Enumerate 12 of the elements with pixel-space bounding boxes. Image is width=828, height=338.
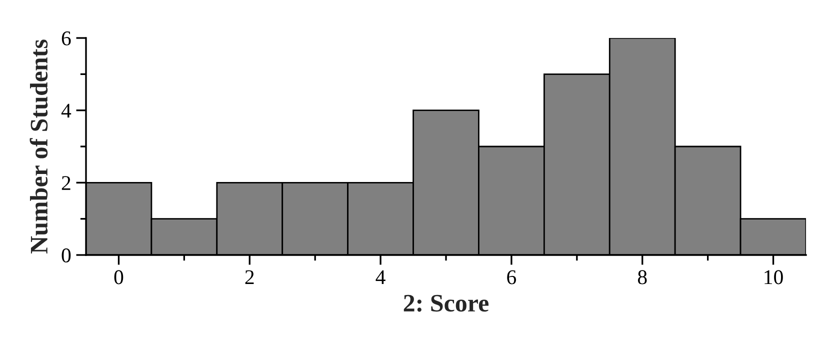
x-tick-label: 6 xyxy=(507,270,516,284)
y-tick-label: 6 xyxy=(62,31,71,46)
y-tick-label: 4 xyxy=(61,104,72,118)
x-tick-label: 8 xyxy=(638,270,647,284)
y-tick-label: 2 xyxy=(62,176,70,190)
y-tick-label: 0 xyxy=(62,248,71,262)
x-tick-label: 2 xyxy=(245,270,254,284)
y-axis-title: Number of Students xyxy=(30,40,48,254)
x-axis-title: 2: Score xyxy=(404,294,489,312)
x-tick-label: 10 xyxy=(764,270,783,284)
x-tick-label: 4 xyxy=(376,270,386,284)
x-tick-label: 0 xyxy=(114,270,124,284)
